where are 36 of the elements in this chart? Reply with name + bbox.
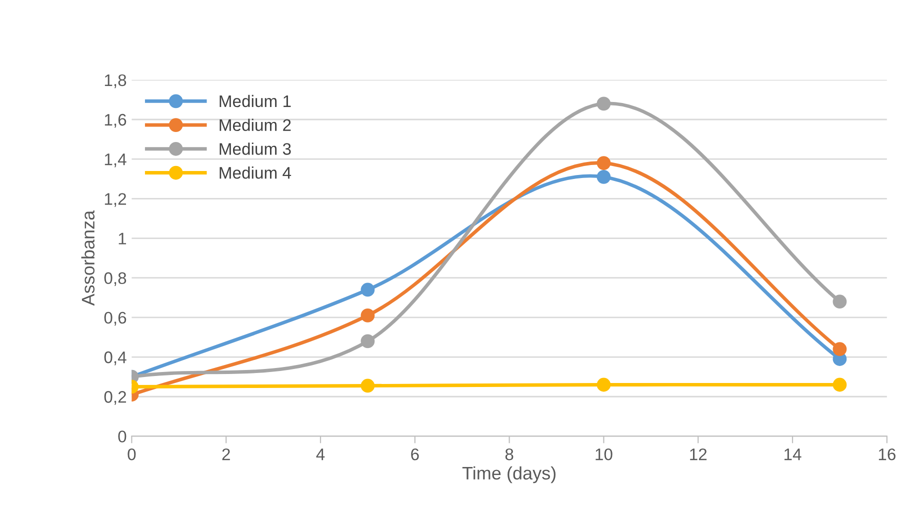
x-axis-title: Time (days) <box>462 466 556 484</box>
y-tick-label: 1,8 <box>104 74 126 88</box>
x-tick-label: 10 <box>596 448 612 460</box>
legend-label: Medium 4 <box>220 166 292 179</box>
y-tick-label: 0,6 <box>104 312 126 326</box>
y-tick-label: 1,4 <box>104 154 126 168</box>
point <box>596 156 611 170</box>
point <box>832 342 847 356</box>
legend-label: Medium 2 <box>220 118 291 132</box>
point <box>832 378 847 392</box>
y-tick-label: 0,8 <box>104 272 126 286</box>
x-tick-label: 12 <box>690 448 707 460</box>
x-tick-label: 2 <box>222 448 230 460</box>
y-tick-label: 0,2 <box>104 391 126 405</box>
y-tick-label: 0,4 <box>104 351 126 366</box>
x-tick-label: 6 <box>411 448 419 460</box>
point <box>360 308 375 322</box>
point <box>832 294 847 309</box>
x-tick-label: 8 <box>505 448 514 460</box>
legend-label: Medium 3 <box>220 142 291 155</box>
y-tick-label: 1 <box>118 232 126 244</box>
y-tick-label: 0 <box>118 430 126 442</box>
y-tick-label: 1,6 <box>104 114 126 128</box>
point <box>596 170 611 184</box>
y-axis-title: Assorbanza <box>81 210 95 306</box>
point <box>360 282 375 297</box>
x-tick-label: 16 <box>878 448 896 460</box>
point <box>596 96 611 111</box>
legend-label: Medium 1 <box>220 94 291 108</box>
x-tick-label: 14 <box>784 448 802 460</box>
y-tick-label: 1,2 <box>104 193 126 207</box>
point <box>360 334 375 348</box>
x-tick-label: 0 <box>128 448 136 460</box>
point <box>360 378 375 393</box>
point <box>596 378 611 392</box>
x-tick-label: 4 <box>316 448 325 460</box>
